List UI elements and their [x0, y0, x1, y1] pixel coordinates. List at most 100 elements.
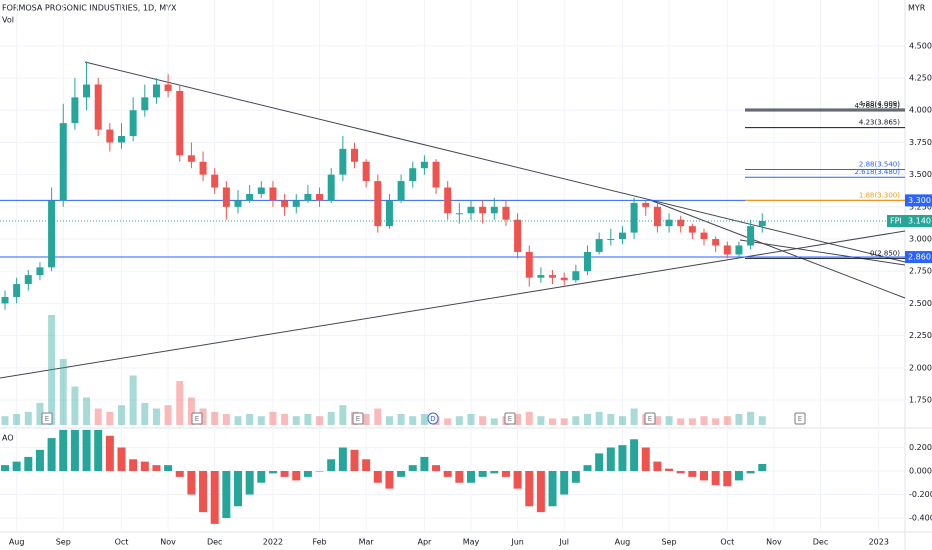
volume-bar	[83, 397, 91, 425]
candle-body	[525, 251, 533, 278]
y-tick-label: 2.000	[909, 363, 932, 372]
ao-bar	[688, 471, 697, 477]
ao-bar	[222, 471, 231, 519]
candle-body	[700, 232, 708, 240]
ao-bar	[723, 471, 732, 487]
candle-body	[642, 202, 650, 207]
volume-bar	[700, 416, 708, 425]
ao-bar	[245, 471, 254, 495]
ao-tick-label: -0.400	[909, 514, 932, 523]
event-marker	[41, 412, 53, 425]
x-tick-label: Apr	[417, 538, 432, 547]
volume-bar	[514, 414, 522, 425]
candle-body	[129, 110, 137, 136]
volume-bar	[688, 418, 696, 425]
level-tag	[905, 251, 932, 264]
ao-bar	[443, 471, 452, 477]
event-label: E	[356, 415, 360, 423]
candle-body	[549, 275, 557, 278]
y-tick-label: 4.000	[909, 106, 932, 115]
candle-body	[141, 97, 149, 111]
volume-bar	[653, 416, 661, 425]
ao-bar	[758, 463, 767, 472]
ao-bar	[525, 471, 534, 507]
currency: MYR	[908, 4, 926, 13]
ao-bar	[583, 465, 592, 472]
ao-bar	[408, 465, 417, 472]
volume-bar	[735, 414, 743, 425]
event-marker	[794, 412, 806, 425]
candle-body	[106, 129, 114, 143]
ao-bar	[59, 429, 68, 472]
candle-body	[653, 206, 661, 227]
candle-body	[164, 84, 172, 91]
candle-body	[281, 200, 289, 207]
volume-bar	[106, 411, 114, 425]
candle-body	[71, 97, 79, 124]
volume-bar	[595, 411, 603, 425]
x-tick-label: Aug	[615, 538, 631, 547]
ao-tick-label: -0.200	[909, 490, 932, 499]
volume-bar	[420, 414, 428, 425]
event-label: E	[648, 415, 652, 423]
event-label: E	[798, 415, 802, 423]
volume-bar	[118, 405, 125, 425]
ao-bar	[513, 471, 522, 489]
event-label: D	[430, 415, 435, 423]
ao-bar	[385, 471, 394, 489]
candle-body	[269, 187, 277, 201]
ao-bar	[478, 471, 487, 477]
x-tick-label: 2023	[869, 538, 889, 547]
ao-bar	[94, 429, 103, 472]
candle-body	[665, 219, 673, 227]
volume-bar	[24, 411, 32, 425]
event-marker	[352, 412, 364, 425]
x-tick-label: Sep	[56, 538, 71, 547]
volume-bar	[618, 416, 626, 425]
x-tick-label: Dec	[207, 538, 222, 547]
candle-body	[362, 161, 370, 182]
y-tick-label: 2.750	[909, 267, 932, 276]
event-marker	[504, 412, 516, 425]
ao-bar	[35, 449, 44, 472]
candle-body	[316, 193, 324, 201]
volume-bar	[455, 416, 463, 425]
fib-label: 0(2.850)	[870, 249, 900, 257]
y-tick-label: 3.250	[909, 202, 932, 211]
x-tick-label: Nov	[160, 538, 176, 547]
event-marker	[427, 412, 439, 425]
y-tick-label: 4.250	[909, 74, 932, 83]
candle-body	[83, 84, 91, 98]
ao-bar	[676, 471, 685, 474]
ao-bar	[595, 453, 604, 472]
volume-label: Vol	[2, 16, 14, 25]
candle-body	[747, 226, 755, 246]
volume-bar	[630, 408, 638, 425]
ao-tick-label: 0.000	[909, 467, 932, 476]
candle-body	[420, 161, 428, 169]
x-tick-label: Sep	[662, 538, 677, 547]
candle-body	[723, 245, 731, 255]
ao-bar	[327, 459, 336, 472]
ao-bar	[292, 471, 301, 481]
candle-body	[677, 219, 685, 227]
candle-body	[630, 202, 638, 233]
ao-bar	[571, 471, 580, 483]
candle-body	[502, 206, 510, 220]
y-tick-label: 2.250	[909, 331, 932, 340]
x-tick-label: Jul	[558, 538, 569, 547]
candle-body	[351, 148, 358, 162]
y-tick-label: 3.500	[909, 170, 932, 179]
volume-bar	[409, 416, 417, 425]
y-tick-label: 2.500	[909, 299, 932, 308]
ao-bar	[140, 461, 149, 472]
volume-bar	[677, 418, 685, 425]
ao-bar	[653, 461, 662, 472]
ao-bar	[1, 465, 9, 472]
volume-bar	[665, 416, 673, 425]
candle-body	[618, 232, 626, 240]
volume-bar	[490, 418, 498, 425]
candle-body	[327, 174, 335, 201]
ao-bar	[618, 445, 627, 472]
